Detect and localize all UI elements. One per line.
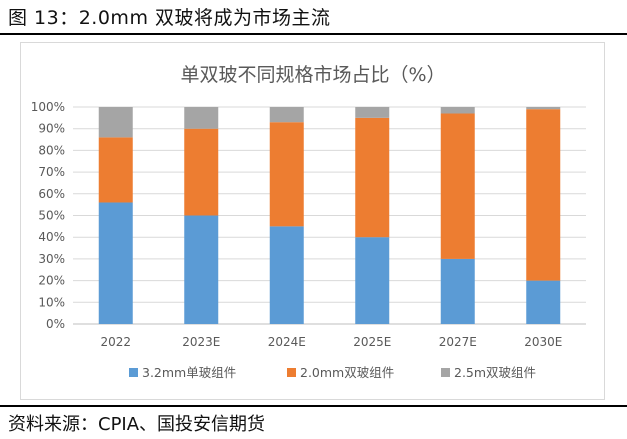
y-tick-label: 100%	[31, 100, 65, 114]
bar-segment	[269, 122, 304, 227]
bottom-divider	[0, 405, 627, 407]
bar-segment	[355, 107, 390, 118]
bar-segment	[98, 137, 133, 203]
y-tick-label: 80%	[38, 143, 65, 157]
y-tick-label: 10%	[38, 295, 65, 309]
bar-segment	[440, 107, 475, 114]
bar-segment	[269, 107, 304, 123]
y-tick-label: 70%	[38, 165, 65, 179]
legend-label: 3.2mm单玻组件	[142, 365, 236, 380]
y-axis-ticks: 0% 10% 20% 30% 40% 50% 60% 70% 80% 90% 100%	[31, 100, 65, 331]
x-tick-label: 2030E	[524, 335, 562, 349]
x-tick-label: 2024E	[268, 335, 306, 349]
x-axis-ticks: 2022 2023E 2024E 2025E 2027E 2030E	[100, 335, 562, 349]
x-tick-label: 2027E	[439, 335, 477, 349]
legend-swatch	[441, 368, 450, 377]
y-tick-label: 40%	[38, 230, 65, 244]
top-divider	[0, 33, 627, 35]
bar-segment	[184, 107, 219, 129]
x-tick-label: 2022	[100, 335, 131, 349]
legend: 3.2mm单玻组件 2.0mm双玻组件 2.5m双玻组件	[129, 365, 536, 380]
bar-segment	[355, 117, 390, 238]
chart-title: 单双玻不同规格市场占比（%）	[180, 64, 445, 86]
legend-label: 2.0mm双玻组件	[300, 365, 394, 380]
y-tick-label: 30%	[38, 252, 65, 266]
bar-segment	[526, 280, 561, 324]
x-tick-label: 2023E	[182, 335, 220, 349]
legend-swatch	[129, 368, 138, 377]
y-tick-label: 90%	[38, 122, 65, 136]
y-tick-label: 50%	[38, 209, 65, 223]
y-tick-label: 60%	[38, 187, 65, 201]
bar-segment	[526, 109, 561, 281]
figure-title: 图 13：2.0mm 双玻将成为市场主流	[8, 7, 331, 29]
chart: 单双玻不同规格市场占比（%） 0% 10% 20% 30% 40% 50% 60% 70% 80…	[31, 64, 586, 380]
x-tick-label: 2025E	[353, 335, 391, 349]
bar-segment	[184, 215, 219, 324]
bar-segment	[269, 226, 304, 324]
y-tick-label: 0%	[46, 317, 65, 331]
chart-frame: 单双玻不同规格市场占比（%） 0% 10% 20% 30% 40% 50% 60% 70% 80…	[20, 42, 605, 400]
legend-swatch	[287, 368, 296, 377]
bar-segment	[440, 258, 475, 324]
y-tick-label: 20%	[38, 274, 65, 288]
bars	[98, 107, 561, 324]
bar-segment	[98, 107, 133, 138]
source-note: 资料来源：CPIA、国投安信期货	[8, 414, 266, 435]
bar-segment	[440, 113, 475, 259]
bar-segment	[184, 128, 219, 216]
bar-segment	[98, 202, 133, 324]
gridlines	[73, 106, 586, 325]
legend-label: 2.5m双玻组件	[454, 365, 536, 380]
bar-segment	[355, 237, 390, 324]
bar-segment	[526, 107, 561, 110]
